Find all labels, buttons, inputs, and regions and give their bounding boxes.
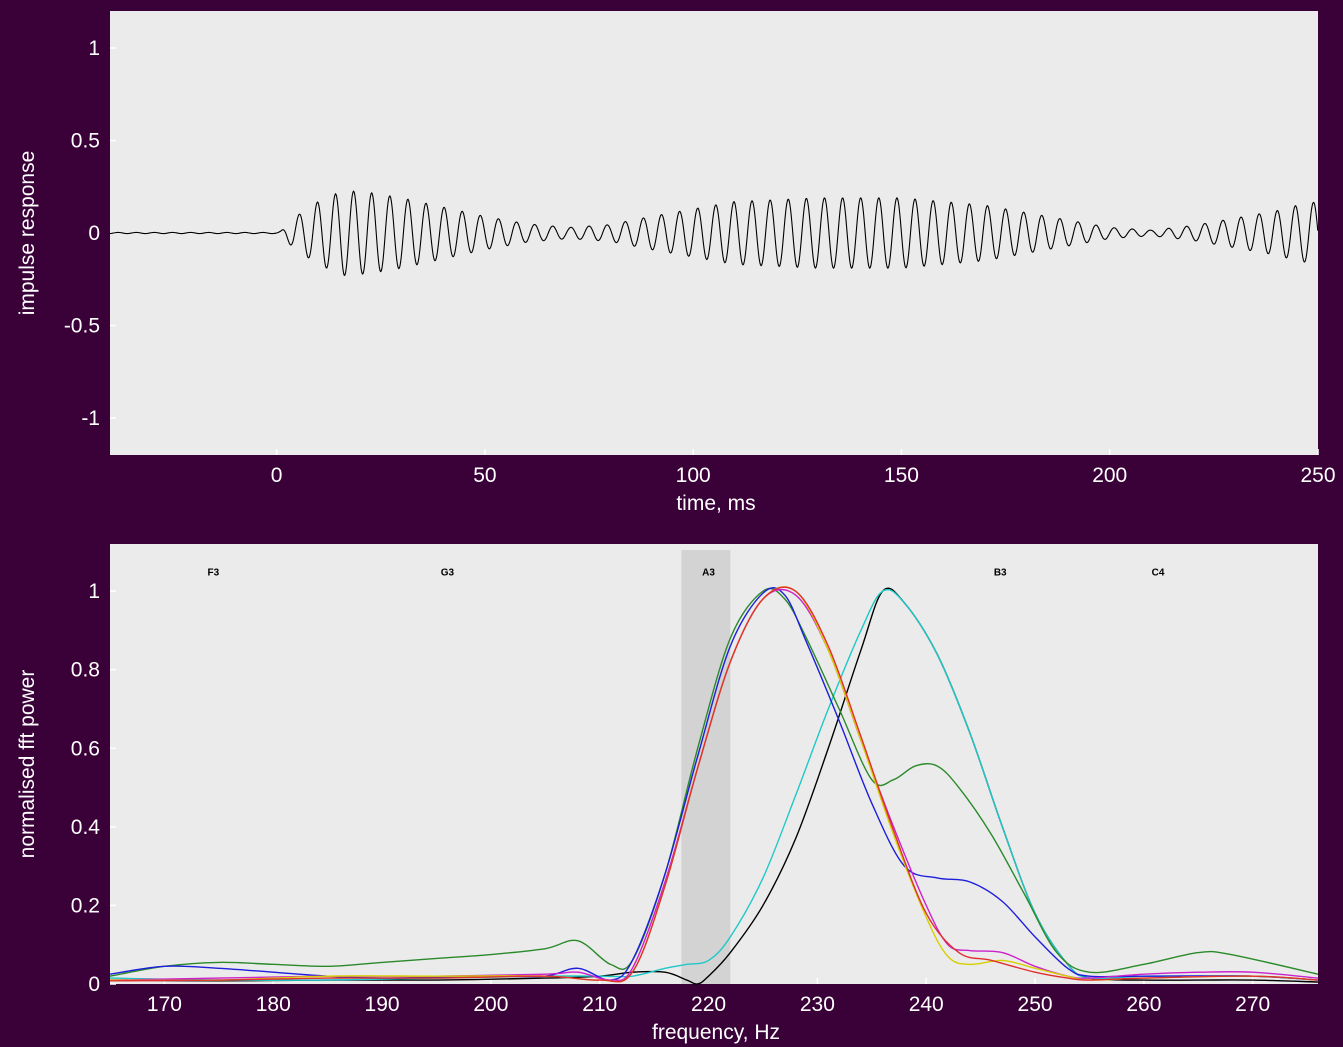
x-tick-label: 200 <box>1092 464 1127 487</box>
note-label: G3 <box>441 568 455 579</box>
x-tick-label: 180 <box>256 993 291 1016</box>
y-tick-label: -0.5 <box>64 315 100 338</box>
x-tick-label: 100 <box>676 464 711 487</box>
x-tick-label: 170 <box>147 993 182 1016</box>
x-tick-label: 270 <box>1235 993 1270 1016</box>
x-tick-label: 0 <box>271 464 283 487</box>
note-label: F3 <box>208 568 220 579</box>
y-tick-label: 0 <box>88 973 100 996</box>
x-tick-label: 230 <box>800 993 835 1016</box>
x-tick-label: 250 <box>1018 993 1053 1016</box>
x-tick-label: 210 <box>582 993 617 1016</box>
x-tick-label: 260 <box>1126 993 1161 1016</box>
highlight-band <box>681 550 731 984</box>
y-tick-label: 1 <box>88 580 100 603</box>
x-tick-label: 50 <box>473 464 496 487</box>
y-tick-label: 0.6 <box>71 737 100 760</box>
note-label: A3 <box>702 568 715 579</box>
x-tick-label: 190 <box>365 993 400 1016</box>
y-tick-label: 0.5 <box>71 130 100 153</box>
fft-series-line-6 <box>109 586 1319 983</box>
x-axis-label: frequency, Hz <box>652 1021 780 1044</box>
y-axis-label: impulse response <box>16 151 39 316</box>
y-tick-label: 0.4 <box>71 816 101 839</box>
y-tick-label: 0 <box>88 222 100 245</box>
x-tick-label: 200 <box>473 993 508 1016</box>
x-tick-label: 250 <box>1300 464 1335 487</box>
x-tick-label: 240 <box>909 993 944 1016</box>
note-label: C4 <box>1152 568 1165 579</box>
y-tick-label: 0.8 <box>71 659 100 682</box>
x-tick-label: 220 <box>691 993 726 1016</box>
y-tick-label: -1 <box>81 407 100 430</box>
note-label: B3 <box>994 568 1007 579</box>
y-tick-label: 0.2 <box>71 894 100 917</box>
impulse-response-line <box>109 190 1319 277</box>
fft-series-line-5 <box>109 586 1319 983</box>
x-tick-label: 150 <box>884 464 919 487</box>
y-tick-label: 1 <box>88 37 100 60</box>
x-axis-label: time, ms <box>676 492 755 515</box>
y-axis-label: normalised fft power <box>16 670 39 859</box>
plot-area-0 <box>110 11 1318 455</box>
